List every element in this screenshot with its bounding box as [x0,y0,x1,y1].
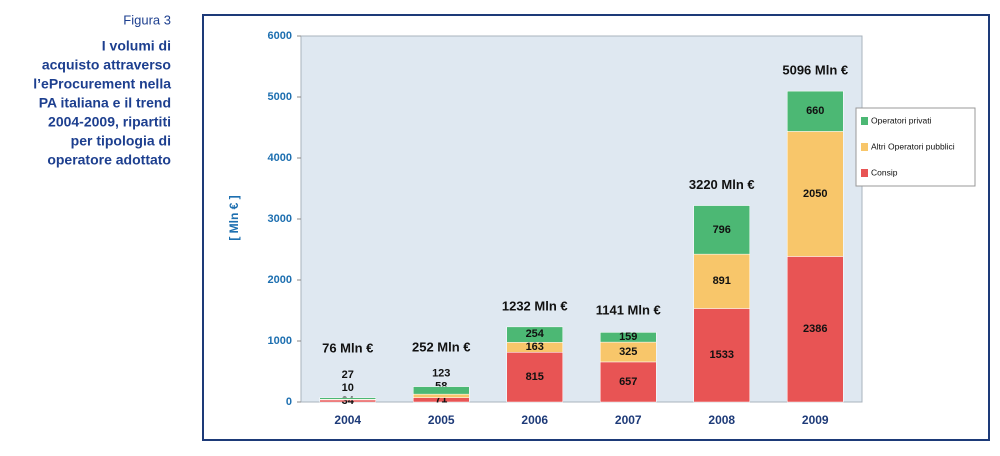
plot-area [300,35,863,403]
x-tick-label: 2006 [521,413,548,427]
data-label: 891 [713,275,731,287]
caption-title: I volumi di acquisto attraverso l’eProcure… [33,38,171,168]
bar-segment [787,256,844,403]
x-tick-label: 2009 [802,413,829,427]
data-label: 2050 [803,188,827,200]
caption-line: I volumi di [102,38,171,54]
bar-segment [787,131,844,257]
caption-line: per tipologia di [71,133,171,149]
y-tick-label: 3000 [268,213,292,225]
x-tick-label: 2005 [428,413,455,427]
legend-box [855,107,976,187]
data-label: 254 [526,328,545,340]
caption-line: acquisto attraverso [42,57,171,73]
bar-segment [600,332,657,343]
bar-segment [413,386,470,395]
data-label: 1533 [710,349,734,361]
bar-segment [600,361,657,403]
x-tick-label: 2008 [708,413,735,427]
y-tick-label: 1000 [268,335,292,347]
bar-segment [413,393,470,398]
x-tick-label: 2004 [334,413,361,427]
caption-line: l’eProcurement nella [33,76,171,92]
bar-segment [319,397,376,400]
legend-label: Consip [871,167,898,177]
data-label: 2386 [803,323,827,335]
x-tick-label: 2007 [615,413,642,427]
data-label: 34 [342,395,355,407]
total-label: 1232 Mln € [502,298,568,313]
caption-line: operatore adottato [47,152,171,168]
legend-label: Operatori privati [871,115,932,125]
caption-line: 2004-2009, ripartiti [48,114,171,130]
bar-segment [506,352,563,403]
legend-label: Altri Operatori pubblici [871,141,955,151]
data-label: 163 [526,341,544,353]
figure-number: Figura 3 [123,12,171,27]
legend-swatch [861,143,868,151]
y-tick-label: 2000 [268,274,292,286]
y-tick-label: 5000 [268,91,292,103]
legend-swatch [861,169,868,177]
data-label: 796 [713,224,731,236]
caption-line: PA italiana e il trend [39,95,171,111]
total-label: 252 Mln € [412,339,471,354]
total-label: 5096 Mln € [782,63,848,78]
data-label: 815 [526,371,544,383]
data-label: 325 [619,346,637,358]
data-label: 660 [806,105,824,117]
bar-segment [787,90,844,132]
data-label: 123 [432,368,450,380]
y-axis-title: [ Mln € ] [227,195,241,240]
total-label: 76 Mln € [322,340,373,355]
bar-segment [693,205,750,255]
data-label: 10 [342,382,354,394]
y-tick-label: 4000 [268,152,292,164]
data-label: 657 [619,376,637,388]
data-label: 159 [619,331,637,343]
total-label: 1141 Mln € [596,303,661,318]
data-label: 27 [342,369,354,381]
legend-swatch [861,117,868,125]
bar-segment [693,253,750,309]
bar-segment [506,326,563,343]
bar-segment [693,308,750,403]
y-tick-label: 0 [286,396,292,408]
y-tick-label: 6000 [268,30,292,42]
total-label: 3220 Mln € [689,177,755,192]
